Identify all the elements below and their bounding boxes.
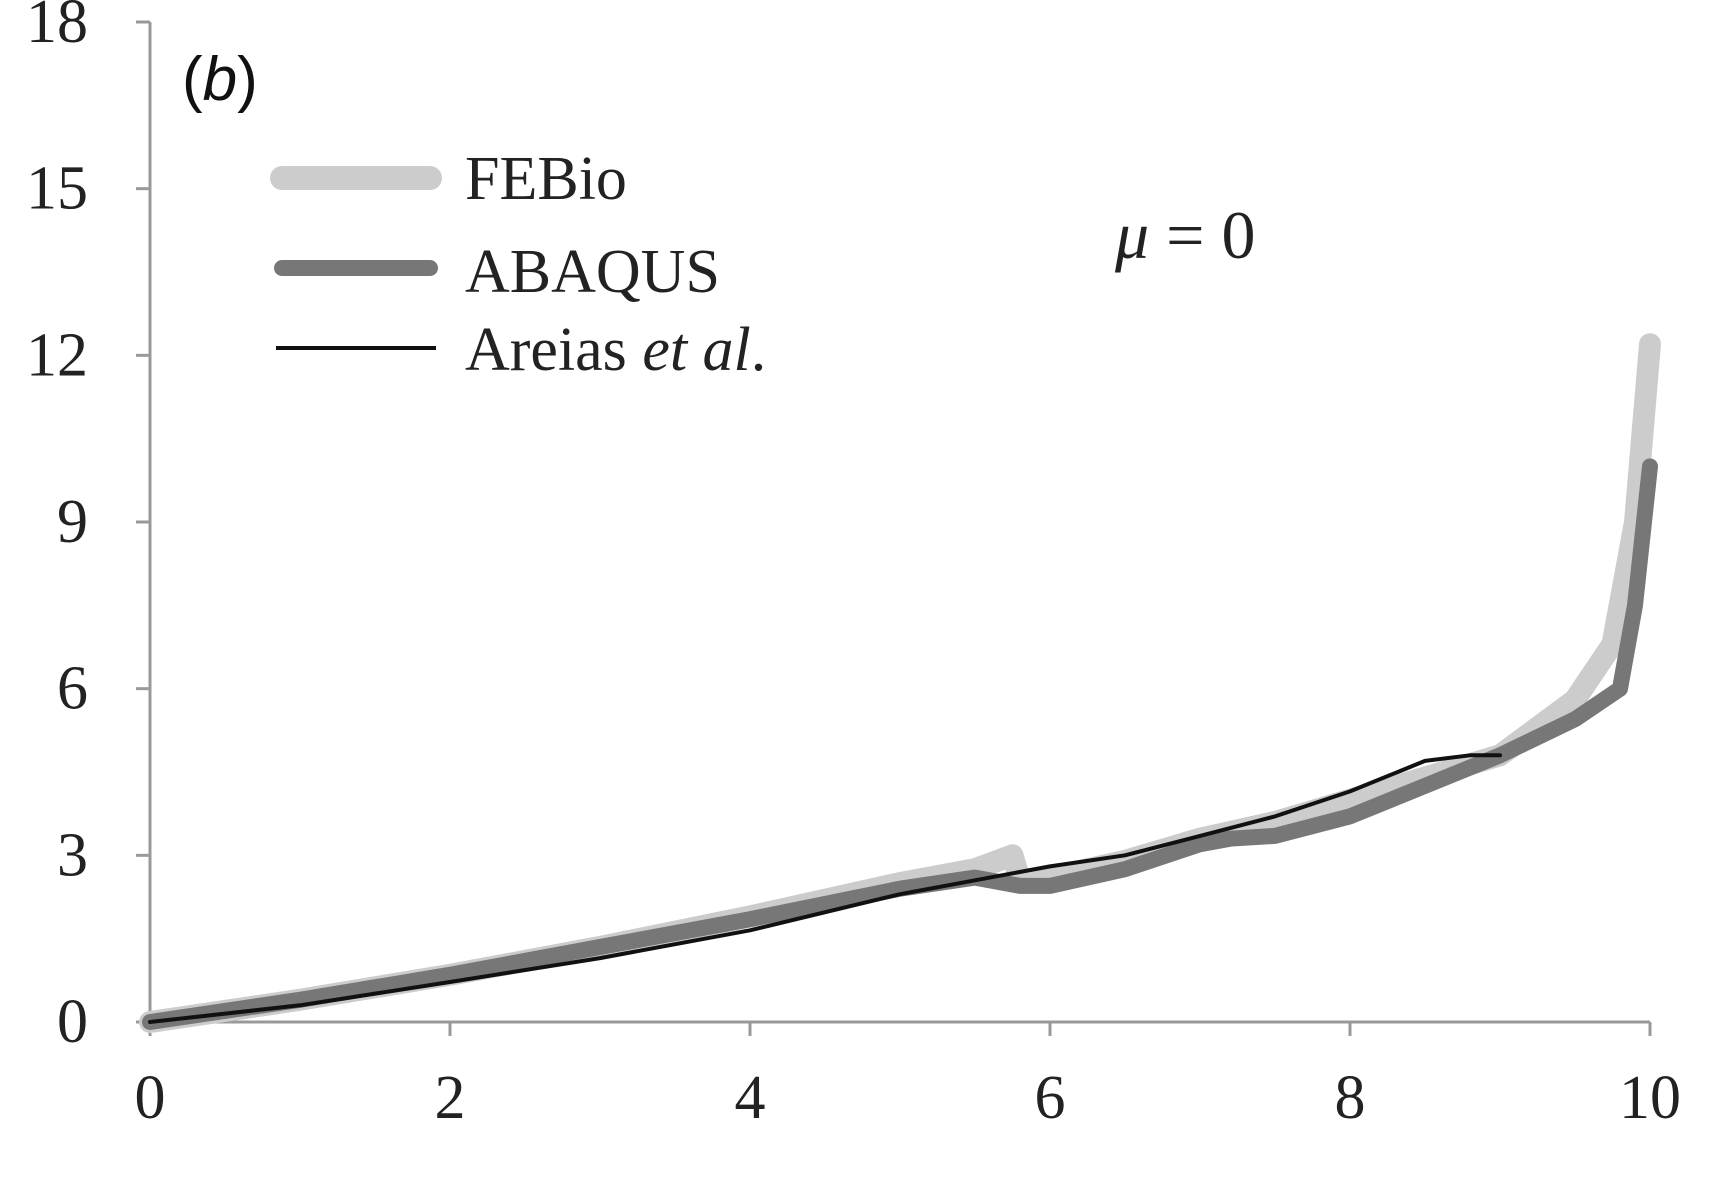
mu-annotation: μ = 0 [1114, 197, 1256, 273]
y-tick-label: 12 [26, 321, 88, 389]
series-line-febio [139, 333, 1661, 1033]
y-tick-label: 15 [26, 155, 88, 223]
y-tick-label: 3 [57, 821, 88, 889]
y-tick-label: 9 [57, 488, 88, 556]
x-ticks: 0 2 4 6 8 10 [135, 1022, 1681, 1132]
legend-label-areias: Areias et al. [465, 316, 766, 384]
x-tick-label: 6 [1035, 1064, 1066, 1132]
legend: FEBio ABAQUS Areias et al. [270, 145, 766, 384]
y-tick-label: 6 [57, 655, 88, 723]
x-tick-label: 4 [735, 1064, 766, 1132]
series-line-abaqus [142, 458, 1658, 1030]
y-ticks: 0 3 6 9 12 15 18 [26, 0, 150, 1056]
x-tick-label: 10 [1619, 1064, 1681, 1132]
y-tick-label: 0 [57, 988, 88, 1056]
legend-label-febio: FEBio [465, 145, 627, 213]
y-tick-label: 18 [26, 0, 88, 56]
series-line-areias-et-al [148, 753, 1502, 1024]
x-tick-label: 8 [1335, 1064, 1366, 1132]
x-tick-label: 0 [135, 1064, 166, 1132]
legend-label-abaqus: ABAQUS [465, 238, 720, 306]
panel-label: (b) [182, 45, 258, 114]
x-tick-label: 2 [435, 1064, 466, 1132]
series-layer [139, 333, 1661, 1033]
